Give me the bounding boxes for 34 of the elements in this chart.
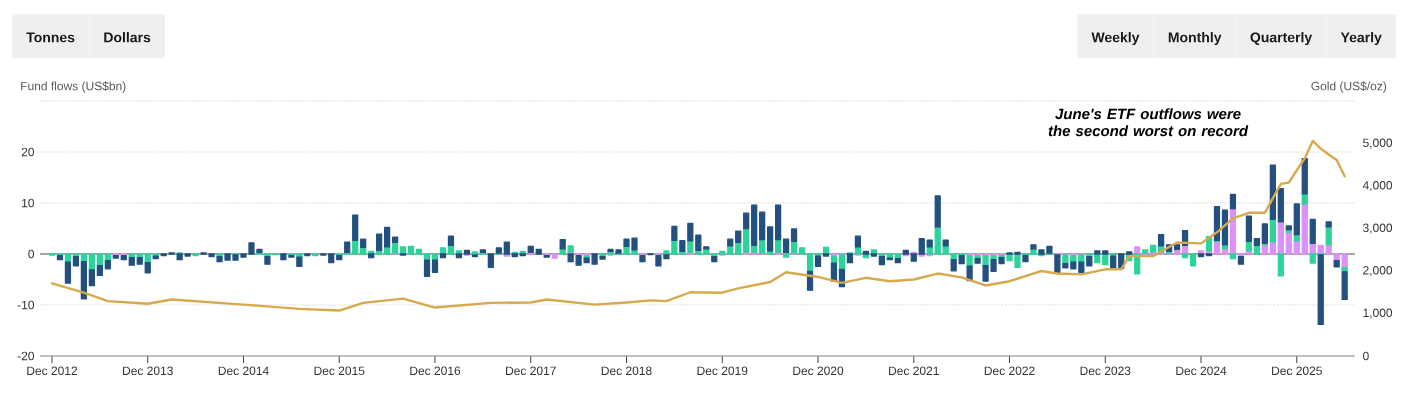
y2-axis-title: Gold (US$/oz)	[1311, 81, 1387, 93]
y-tick-label: 0	[28, 249, 35, 259]
text: Tonnes	[26, 32, 75, 43]
x-tick-label: Dec 2025	[1272, 366, 1322, 376]
text: Weekly	[1091, 32, 1140, 46]
y2-tick-label: 0	[1363, 351, 1369, 361]
x-tick-label: Dec 2021	[889, 366, 939, 376]
text: Quarterly	[1250, 32, 1313, 46]
x-tick-label: Dec 2017	[506, 366, 556, 376]
annotation: June's ETF outflows were the second worst on record	[1048, 108, 1249, 137]
y2-tick-label: 1,000	[1363, 308, 1393, 319]
x-tick-label: Dec 2014	[218, 366, 269, 376]
x-tick-label: Dec 2012	[27, 366, 78, 376]
text: Monthly	[1168, 32, 1222, 46]
x-tick-label: Dec 2024	[1176, 366, 1227, 376]
y-tick-label: 10	[22, 198, 35, 208]
x-tick-label: Dec 2020	[793, 366, 844, 376]
y-tick-label: 20	[21, 147, 35, 157]
y-tick-label: -20	[17, 351, 35, 361]
x-tick-label: Dec 2018	[601, 366, 652, 376]
x-tick-label: Dec 2019	[697, 366, 748, 376]
y-axis-title: Fund flows (US$bn)	[21, 81, 126, 93]
y-tick-label: -10	[17, 300, 35, 310]
y2-tick-label: 5,000	[1363, 138, 1393, 149]
y2-tick-label: 3,000	[1363, 223, 1393, 234]
text: Dollars	[104, 32, 151, 43]
x-tick-label: Dec 2015	[314, 366, 365, 376]
x-tick-label: Dec 2023	[1080, 366, 1131, 376]
text: Yearly	[1340, 32, 1382, 46]
y2-tick-label: 4,000	[1362, 181, 1393, 191]
x-tick-label: Dec 2013	[123, 366, 173, 376]
y2-tick-label: 2,000	[1363, 266, 1393, 276]
x-tick-label: Dec 2016	[410, 366, 461, 376]
x-tick-label: Dec 2022	[984, 366, 1035, 376]
